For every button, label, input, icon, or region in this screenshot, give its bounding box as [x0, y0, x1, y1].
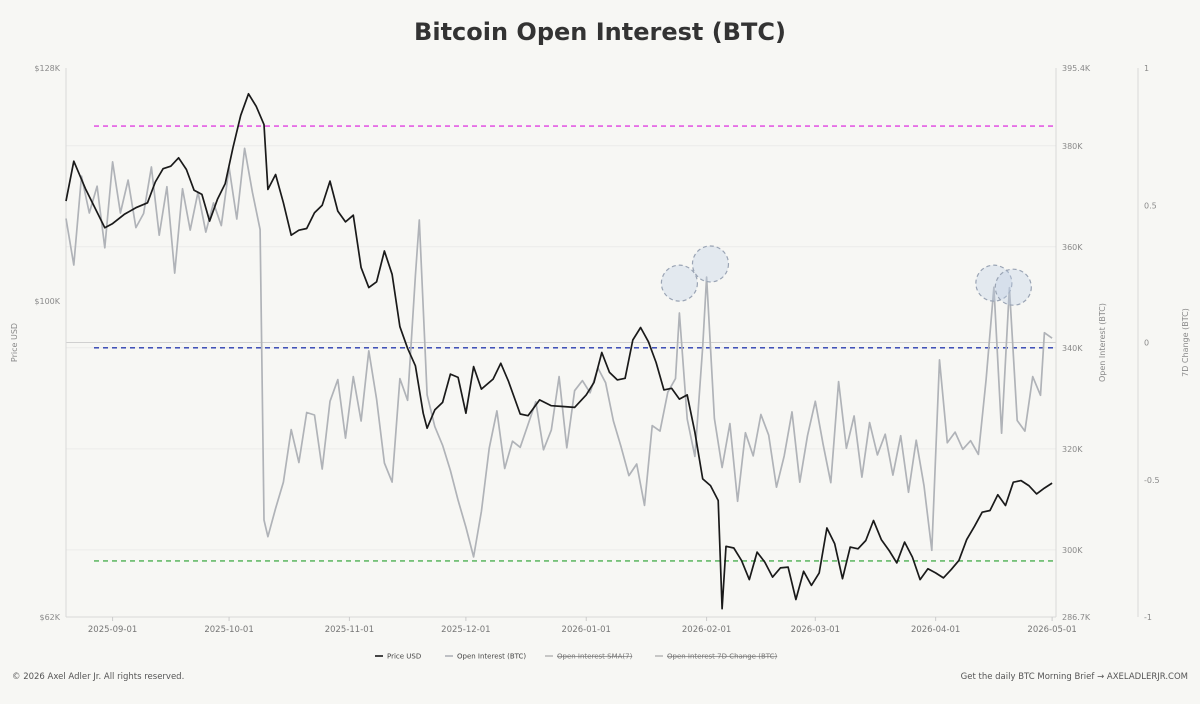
far-right-tick-label: 0 [1144, 339, 1149, 348]
legend-item-label: Open Interest 7D Change (BTC) [667, 653, 778, 661]
axes-layer: $128K $100K $62K 395.4K 380K 360K 340K 320K 300K… [10, 64, 1190, 635]
legend: Price USD Open Interest (BTC) Open Interes… [375, 653, 778, 661]
chart-title: Bitcoin Open Interest (BTC) [414, 18, 786, 46]
far-right-tick-label: -0.5 [1144, 476, 1160, 485]
legend-item-label: Price USD [387, 653, 421, 661]
highlight-circle [660, 264, 699, 302]
highlight-circle [975, 264, 1013, 302]
price-line [65, 92, 1053, 610]
reference-lines [94, 125, 1054, 562]
right-tick-label: 380K [1062, 142, 1083, 151]
x-tick-label: 2026-04-01 [911, 625, 960, 635]
legend-item-label: Open Interest SMA(7) [557, 653, 633, 661]
x-tick-label: 2025-11-01 [325, 625, 374, 635]
right-tick-label: 286.7K [1062, 613, 1091, 622]
left-axis-title: Price USD [10, 323, 19, 362]
far-right-axis-title: 7D Change (BTC) [1181, 308, 1190, 377]
x-tick-label: 2025-10-01 [204, 625, 253, 635]
series-layer [65, 92, 1053, 610]
x-tick-label: 2025-12-01 [441, 625, 490, 635]
far-right-tick-label: 0.5 [1144, 201, 1157, 210]
left-tick-label: $128K [34, 64, 60, 73]
right-tick-label: 395.4K [1062, 64, 1091, 73]
right-tick-label: 300K [1062, 546, 1083, 555]
far-right-tick-label: 1 [1144, 64, 1149, 73]
footer-copyright: © 2026 Axel Adler Jr. All rights reserve… [12, 672, 185, 682]
highlight-circles [660, 245, 1032, 306]
right-tick-label: 320K [1062, 445, 1083, 454]
x-tick-label: 2025-09-01 [88, 625, 137, 635]
x-tick-label: 2026-01-01 [562, 625, 611, 635]
legend-item-label: Open Interest (BTC) [457, 653, 526, 661]
footer-promo-link[interactable]: Get the daily BTC Morning Brief → AXELAD… [960, 672, 1188, 682]
right-tick-label: 340K [1062, 344, 1083, 353]
x-tick-label: 2026-02-01 [682, 625, 731, 635]
x-tick-label: 2026-05-01 [1027, 625, 1076, 635]
highlight-circle [994, 268, 1032, 306]
left-tick-label: $62K [39, 613, 60, 622]
far-right-tick-label: -1 [1144, 613, 1152, 622]
right-tick-label: 360K [1062, 243, 1083, 252]
x-tick-label: 2026-03-01 [791, 625, 840, 635]
left-tick-label: $100K [34, 297, 60, 306]
open-interest-line [65, 147, 1053, 558]
highlight-circle [691, 245, 730, 283]
right-axis-title: Open Interest (BTC) [1098, 303, 1107, 382]
